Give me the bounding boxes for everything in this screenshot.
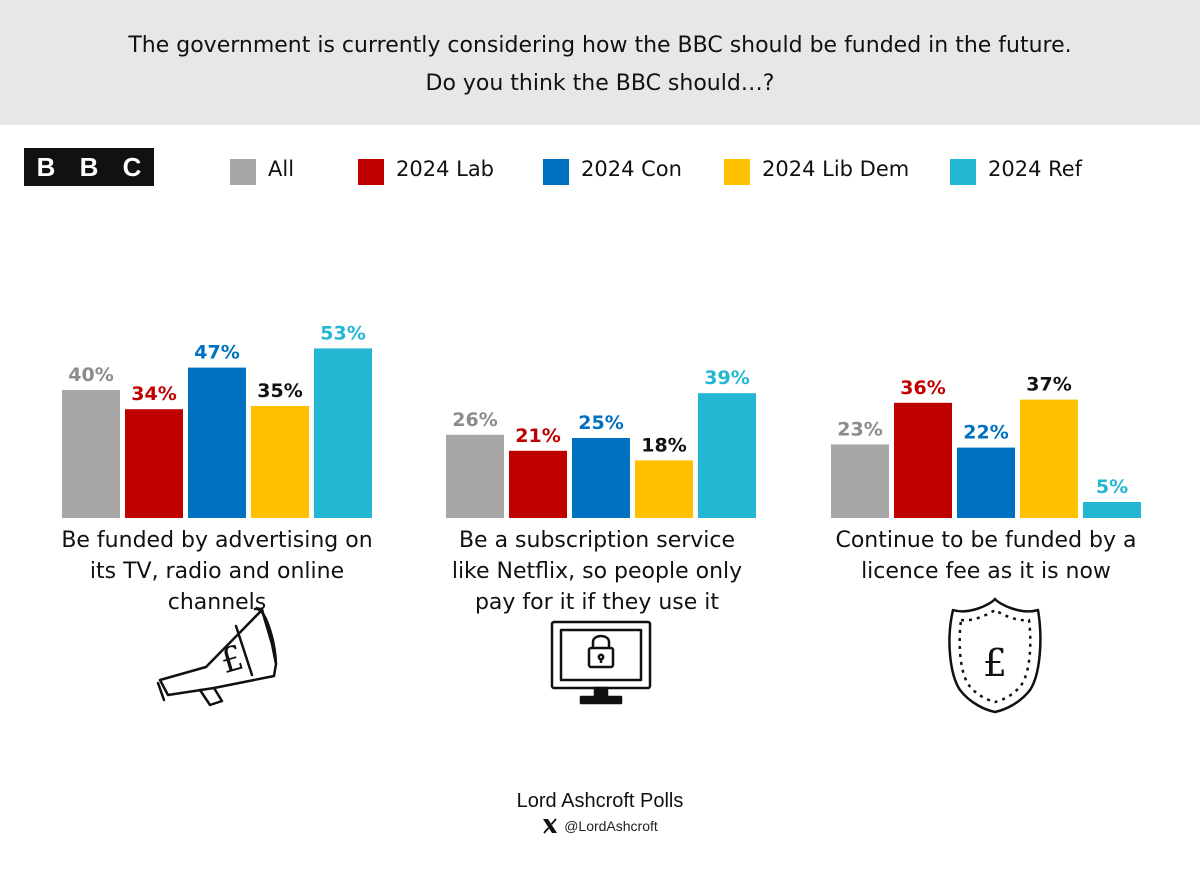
bar-con-cat1 [188, 367, 246, 518]
legend-swatch-all [230, 159, 256, 185]
x-logo-icon [543, 818, 558, 834]
category-label-3-line-2: licence fee as it is now [861, 559, 1111, 584]
bar-all-cat1 [62, 390, 120, 518]
bar-ref-cat1 [314, 348, 372, 518]
value-label-group: 40% 26% 23% 34% 21% 36% 47% 25% 22% 35% 18% 37% 53% 3… [68, 322, 1128, 498]
value-label-all-cat3: 23% [837, 418, 882, 440]
legend-label-ref: 2024 Ref [988, 157, 1083, 181]
question-line-2: Do you think the BBC should…? [425, 71, 775, 96]
legend-swatch-libdem [724, 159, 750, 185]
value-label-con-cat2: 25% [578, 412, 623, 434]
bbc-logo-letter-c: C [110, 148, 154, 186]
value-label-lab-cat2: 21% [515, 425, 560, 447]
footer-title: Lord Ashcroft Polls [516, 790, 684, 812]
category-label-3-line-1: Continue to be funded by a [835, 528, 1137, 553]
bar-libdem-cat2 [635, 460, 693, 518]
value-label-ref-cat2: 39% [704, 367, 749, 389]
category-label-2-line-3: pay for it if they use it [474, 590, 720, 615]
bar-ref-cat3 [1083, 502, 1141, 518]
legend-swatch-con [543, 159, 569, 185]
question-header: The government is currently considering … [0, 0, 1200, 125]
bar-lab-cat2 [509, 450, 567, 518]
legend-label-all: All [268, 157, 295, 181]
category-label-1-line-3: channels [167, 590, 267, 615]
bar-all-cat2 [446, 434, 504, 518]
category-label-1-line-2: its TV, radio and online [89, 559, 345, 584]
value-label-ref-cat3: 5% [1096, 476, 1128, 498]
svg-text:£: £ [983, 641, 1007, 685]
legend-swatch-lab [358, 159, 384, 185]
legend-label-lab: 2024 Lab [396, 157, 495, 181]
value-label-con-cat3: 22% [963, 422, 1008, 444]
legend-label-con: 2024 Con [581, 157, 682, 181]
bar-group [62, 348, 1141, 518]
bbc-logo-letter-b1: B [24, 148, 68, 186]
bar-con-cat3 [957, 447, 1015, 518]
bar-ref-cat2 [698, 393, 756, 518]
category-label-2: Be a subscription service like Netflix, s… [427, 525, 767, 618]
bar-all-cat3 [831, 444, 889, 518]
value-label-libdem-cat3: 37% [1026, 374, 1071, 396]
legend-swatch-ref [950, 159, 976, 185]
value-label-lab-cat3: 36% [900, 377, 945, 399]
bar-con-cat2 [572, 438, 630, 518]
footer-handle: @LordAshcroft [564, 817, 658, 834]
question-line-1: The government is currently considering … [128, 33, 1072, 58]
value-label-con-cat1: 47% [194, 342, 239, 364]
bar-libdem-cat1 [251, 406, 309, 518]
value-label-all-cat1: 40% [68, 364, 113, 386]
category-label-2-line-2: like Netflix, so people only [451, 559, 743, 584]
bbc-logo-letter-b2: B [67, 148, 111, 186]
value-label-libdem-cat1: 35% [257, 380, 302, 402]
bar-lab-cat1 [125, 409, 183, 518]
category-label-3: Continue to be funded by a licence fee as… [816, 525, 1156, 587]
value-label-lab-cat1: 34% [131, 383, 176, 405]
footer-handle-row: @LordAshcroft [0, 817, 1200, 835]
category-label-2-line-1: Be a subscription service [458, 528, 736, 553]
value-label-libdem-cat2: 18% [641, 434, 686, 456]
monitor-padlock-icon [550, 620, 652, 705]
bar-lab-cat3 [894, 402, 952, 518]
shield-pound-icon: £ [948, 597, 1042, 714]
megaphone-pound-icon: £ [156, 607, 278, 707]
value-label-all-cat2: 26% [452, 409, 497, 431]
bar-libdem-cat3 [1020, 399, 1078, 518]
category-label-1-line-1: Be funded by advertising on [61, 528, 373, 553]
value-label-ref-cat1: 53% [320, 322, 365, 344]
legend-label-libdem: 2024 Lib Dem [762, 157, 910, 181]
category-label-1: Be funded by advertising on its TV, radio… [47, 525, 387, 618]
